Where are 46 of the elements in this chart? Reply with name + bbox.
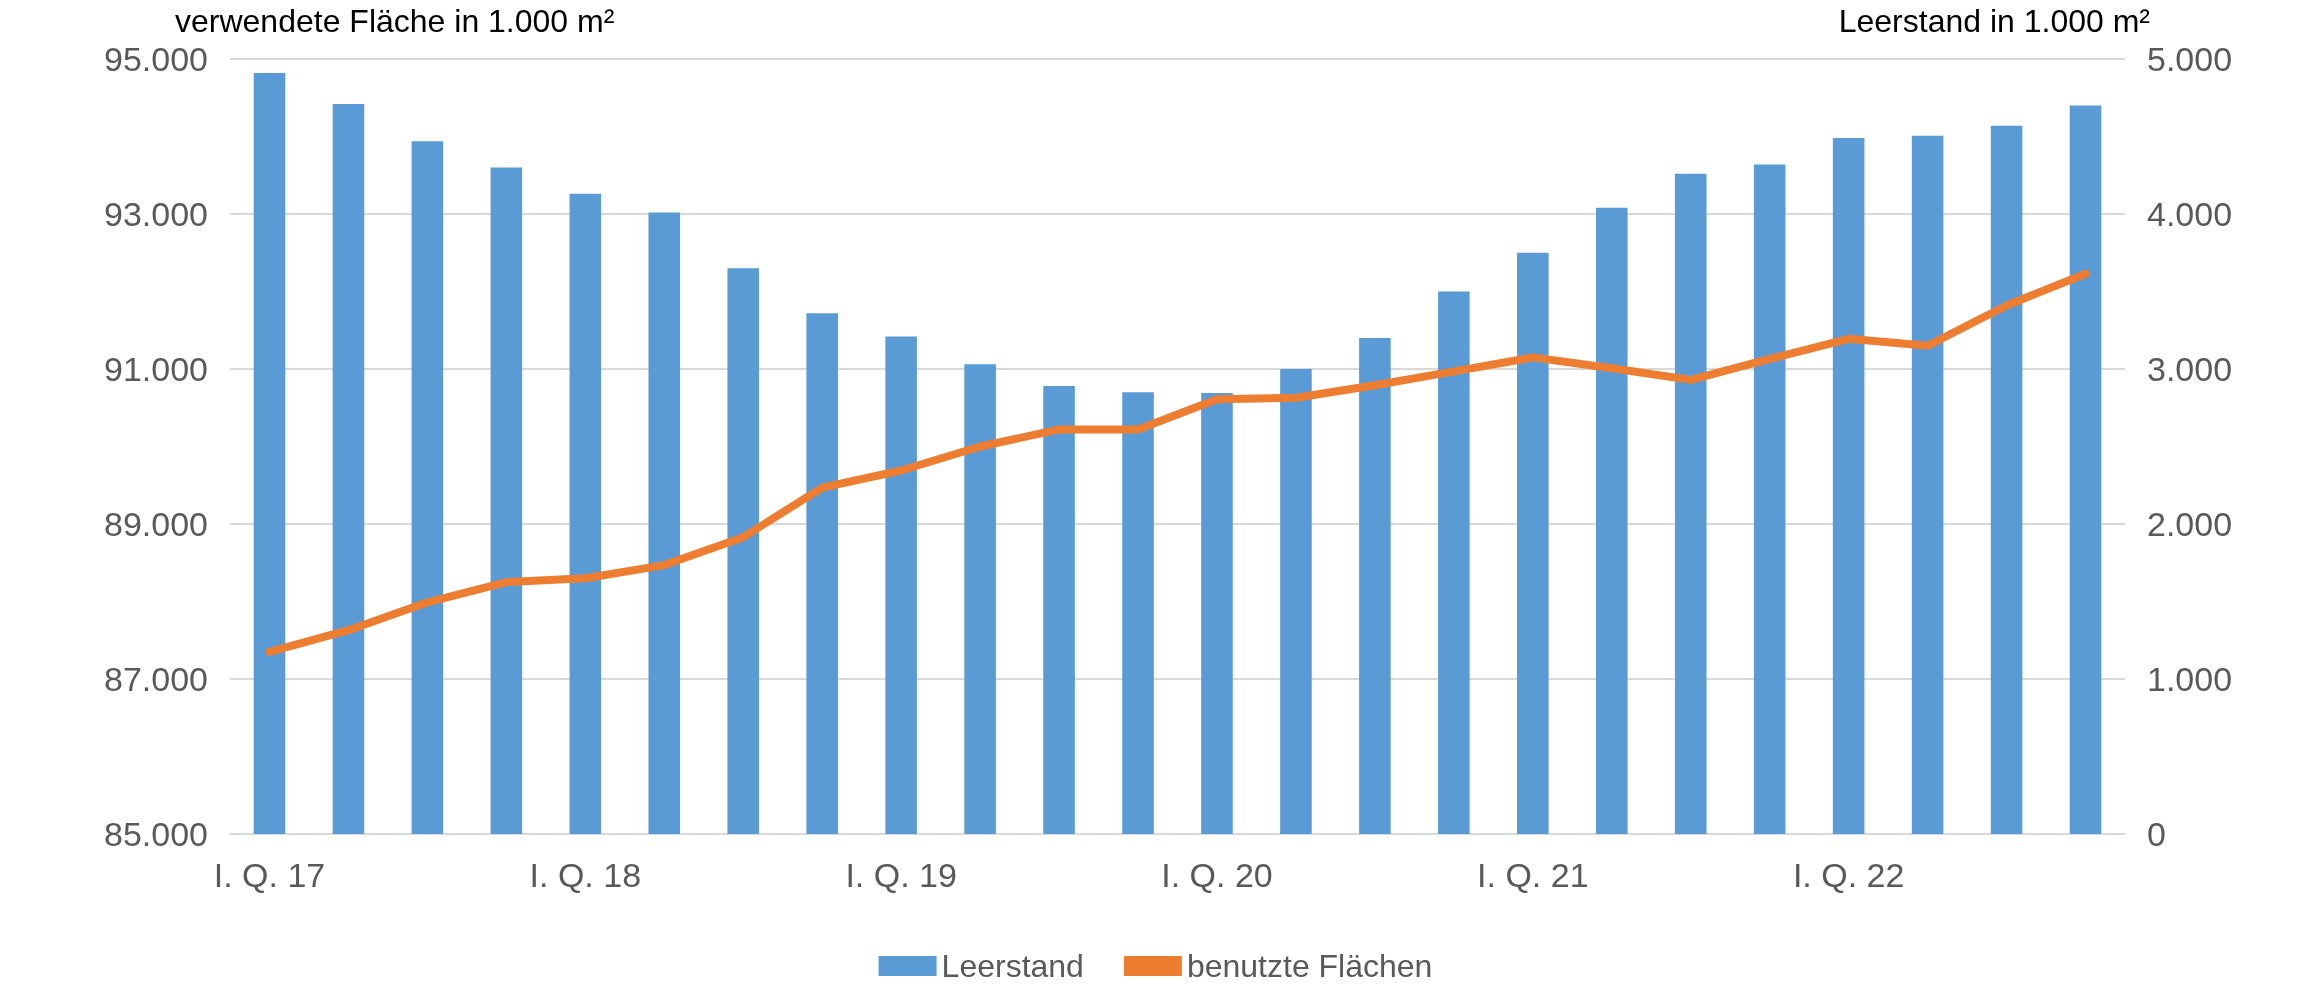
y2-tick-label: 2.000 <box>2147 505 2233 543</box>
x-tick-label: I. Q. 18 <box>529 856 642 894</box>
bar <box>1359 338 1391 834</box>
y2-tick-label: 1.000 <box>2147 660 2233 698</box>
x-tick-label: I. Q. 21 <box>1477 856 1589 894</box>
bar <box>1595 207 1628 834</box>
y-tick-label: 95.000 <box>104 40 208 78</box>
x-tick-label: I. Q. 20 <box>1161 856 1273 894</box>
bar <box>253 72 286 834</box>
y2-tick-label: 0 <box>2147 815 2166 853</box>
y-tick-label: 85.000 <box>104 815 208 853</box>
y2-tick-label: 5.000 <box>2147 40 2233 78</box>
y-tick-label: 91.000 <box>104 350 208 388</box>
bar <box>1517 252 1549 834</box>
y2-axis-title: Leerstand in 1.000 m² <box>1838 3 2151 39</box>
bar <box>490 167 523 834</box>
bar <box>648 212 681 834</box>
y2-tick-label: 4.000 <box>2147 195 2233 233</box>
x-tick-label: I. Q. 17 <box>213 856 326 894</box>
bar <box>1438 291 1470 834</box>
bar <box>1753 164 1786 834</box>
y-tick-label: 89.000 <box>104 505 208 543</box>
x-tick-label: I. Q. 22 <box>1792 856 1905 894</box>
x-tick-label: I. Q. 19 <box>845 856 957 894</box>
bar <box>806 313 838 834</box>
bar <box>1122 392 1154 834</box>
legend-label: Leerstand <box>941 948 1084 984</box>
bar <box>569 193 602 834</box>
bar <box>1832 138 1865 834</box>
y2-tick-label: 3.000 <box>2147 350 2233 388</box>
y-tick-label: 93.000 <box>104 195 208 233</box>
bar <box>727 268 760 834</box>
legend-label: benutzte Flächen <box>1186 948 1433 984</box>
bar <box>2069 105 2102 834</box>
bar <box>1043 386 1075 834</box>
bar <box>1201 393 1233 834</box>
bar <box>1674 173 1707 834</box>
bar <box>1990 125 2023 834</box>
y-axis-title: verwendete Fläche in 1.000 m² <box>175 3 615 39</box>
bar <box>885 336 917 834</box>
y-tick-label: 87.000 <box>104 660 208 698</box>
bar <box>332 103 365 834</box>
bar <box>411 141 444 834</box>
bar <box>964 364 996 834</box>
bar <box>1911 135 1944 834</box>
bar <box>1280 369 1312 834</box>
